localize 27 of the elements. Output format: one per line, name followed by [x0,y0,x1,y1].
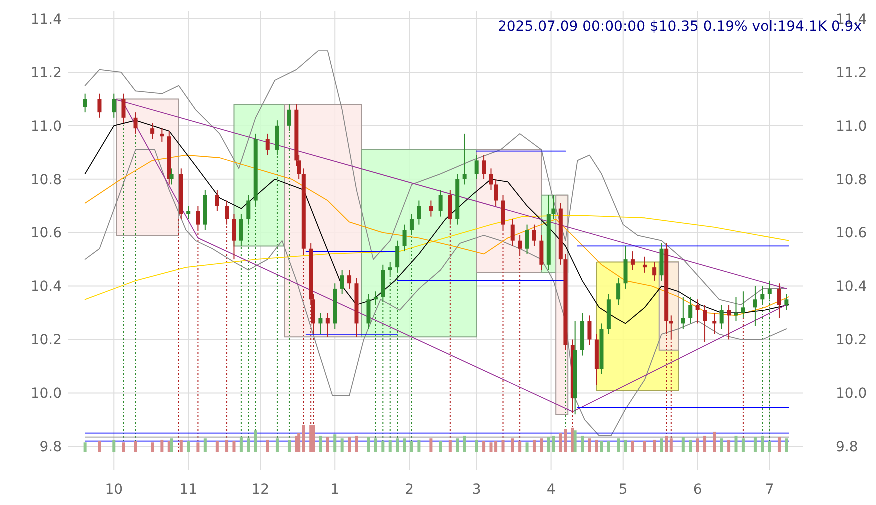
x-tick-label: 10 [105,482,124,498]
x-tick-label: 5 [618,482,628,498]
y-tick-label: 10.0 [30,386,62,402]
x-tick-label: 4 [546,482,556,498]
y2-tick-label: 11.2 [836,65,868,82]
y-tick-label: 11.2 [30,65,62,82]
y-tick-label: 10.6 [30,226,62,242]
x-tick-label: 3 [472,482,482,498]
y2-tick-label: 10.8 [836,172,868,188]
y2-tick-label: 10.6 [836,226,868,242]
y-tick-label: 10.8 [30,172,62,188]
y2-tick-label: 10.4 [836,279,868,296]
y2-tick-label: 10.2 [836,332,868,349]
x-tick-label: 11 [180,482,198,498]
y2-tick-label: 10.0 [836,386,868,402]
x-tick-label: 6 [693,482,702,498]
y-tick-label: 10.2 [30,332,62,349]
y-tick-label: 10.4 [30,279,62,296]
y-tick-label: 11.4 [30,12,62,28]
x-tick-label: 1 [330,482,340,498]
x-tick-label: 12 [252,482,270,498]
x-tick-label: 7 [765,482,774,498]
y-tick-label: 9.8 [40,440,62,456]
y2-tick-label: 9.8 [836,440,858,456]
y-tick-label: 11.0 [30,118,62,135]
y2-tick-label: 11.0 [836,118,868,135]
x-tick-label: 2 [405,482,414,498]
